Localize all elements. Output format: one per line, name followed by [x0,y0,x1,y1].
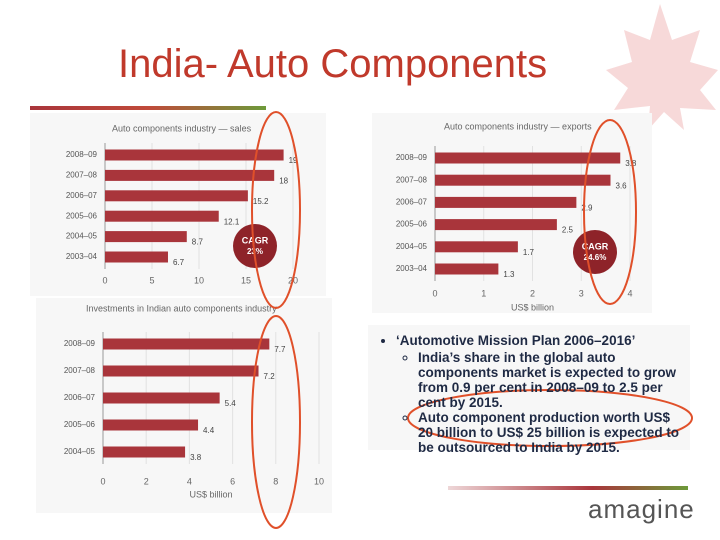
highlight-ellipse [407,389,693,447]
sub-bullet: India’s share in the global auto compone… [418,350,682,410]
y-tick-label: 2008–09 [64,339,96,348]
y-tick-label: 2007–08 [396,175,428,184]
y-tick-label: 2007–08 [64,366,96,375]
x-tick-label: 3 [579,288,584,298]
sub-list: India’s share in the global auto compone… [396,350,682,455]
highlights [251,111,693,529]
highlight-ellipse [251,111,301,309]
bullet-list: ‘Automotive Mission Plan 2006–2016’ Indi… [382,333,682,455]
x-axis-label: US$ billion [189,489,232,499]
annotation: CAGR [242,235,269,245]
bar [105,251,168,263]
x-tick-label: 2 [530,288,535,298]
notes: ‘Automotive Mission Plan 2006–2016’ Indi… [382,333,682,455]
bar [435,219,557,231]
data-label: 6.7 [173,258,185,267]
bar [105,231,187,243]
sub-bullet: Auto component production worth US$ 20 b… [418,410,682,455]
bar [105,149,284,161]
x-tick-label: 8 [273,476,278,486]
highlight-ellipse [583,119,637,305]
y-tick-label: 2005–06 [64,420,96,429]
data-label: 7.2 [264,372,276,381]
chart-title: Auto components industry — sales [112,123,252,133]
data-label: 1.3 [503,270,515,279]
data-label: 8.7 [192,238,204,247]
y-tick-label: 2006–07 [66,191,98,200]
data-label: 1.7 [523,248,535,257]
x-tick-label: 10 [194,275,204,285]
chart-title: Investments in Indian auto components in… [86,303,277,313]
bar [435,152,621,164]
bar [105,190,248,202]
highlight-ellipse [251,315,301,529]
data-label: 3.8 [190,453,202,462]
data-label: 18 [279,177,288,186]
y-tick-label: 2008–09 [396,153,428,162]
y-tick-label: 2005–06 [396,220,428,229]
y-tick-label: 2004–05 [396,242,428,251]
bar [103,446,186,458]
x-tick-label: 5 [149,275,154,285]
y-tick-label: 2003–04 [66,252,98,261]
chart-title: Auto components industry — exports [444,121,592,131]
data-label: 5.4 [225,399,237,408]
slide-title: India- Auto Components [118,42,548,86]
bar [105,169,275,181]
x-tick-label: 0 [102,275,107,285]
data-label: 15.2 [253,197,269,206]
bar [435,241,518,253]
x-tick-label: 0 [100,476,105,486]
divider [30,106,266,110]
bullet-heading: ‘Automotive Mission Plan 2006–2016’ [396,333,636,348]
data-label: 2.9 [581,204,593,213]
x-tick-label: 0 [432,288,437,298]
annotation: 24.6% [584,253,607,262]
y-tick-label: 2004–05 [64,447,96,456]
x-axis-label: US$ billion [511,302,554,312]
bar [103,365,259,377]
data-label: 2.5 [562,226,574,235]
x-tick-label: 4 [187,476,192,486]
chart-panel [36,298,332,513]
y-tick-label: 2004–05 [66,232,98,241]
divider [448,486,688,490]
maple-leaf [606,4,718,130]
data-label: 19 [289,156,298,165]
logo: amagine [588,494,695,524]
chart-panel [30,113,326,296]
data-label: 4.4 [203,426,215,435]
bar [103,338,270,350]
bar [435,196,577,208]
x-tick-label: 2 [144,476,149,486]
y-tick-label: 2008–09 [66,150,98,159]
x-tick-label: 1 [481,288,486,298]
annotation-badge [573,230,617,274]
y-tick-label: 2006–07 [64,393,96,402]
x-tick-label: 4 [627,288,632,298]
y-tick-label: 2003–04 [396,264,428,273]
y-tick-label: 2007–08 [66,171,98,180]
data-label: 12.1 [224,217,240,226]
chart-panel [372,113,652,313]
y-tick-label: 2006–07 [396,198,428,207]
annotation: CAGR [582,241,609,251]
x-tick-label: 10 [314,476,324,486]
bar [103,392,220,404]
bullet: ‘Automotive Mission Plan 2006–2016’ Indi… [396,333,682,455]
x-tick-label: 6 [230,476,235,486]
data-label: 7.7 [274,345,286,354]
x-tick-label: 15 [241,275,251,285]
bar [105,210,219,222]
annotation-badge [233,224,277,268]
bar [435,174,611,186]
data-label: 3.8 [625,159,637,168]
y-tick-label: 2005–06 [66,211,98,220]
bar [103,419,199,431]
data-label: 3.6 [616,181,628,190]
bar [435,263,499,275]
